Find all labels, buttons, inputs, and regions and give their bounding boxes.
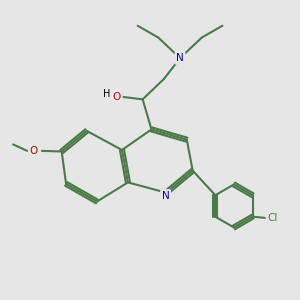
Text: O: O <box>30 146 38 156</box>
Text: O: O <box>112 92 121 102</box>
Text: Cl: Cl <box>267 213 278 223</box>
Text: N: N <box>162 190 170 201</box>
Text: H: H <box>103 89 111 99</box>
Text: N: N <box>176 53 184 63</box>
